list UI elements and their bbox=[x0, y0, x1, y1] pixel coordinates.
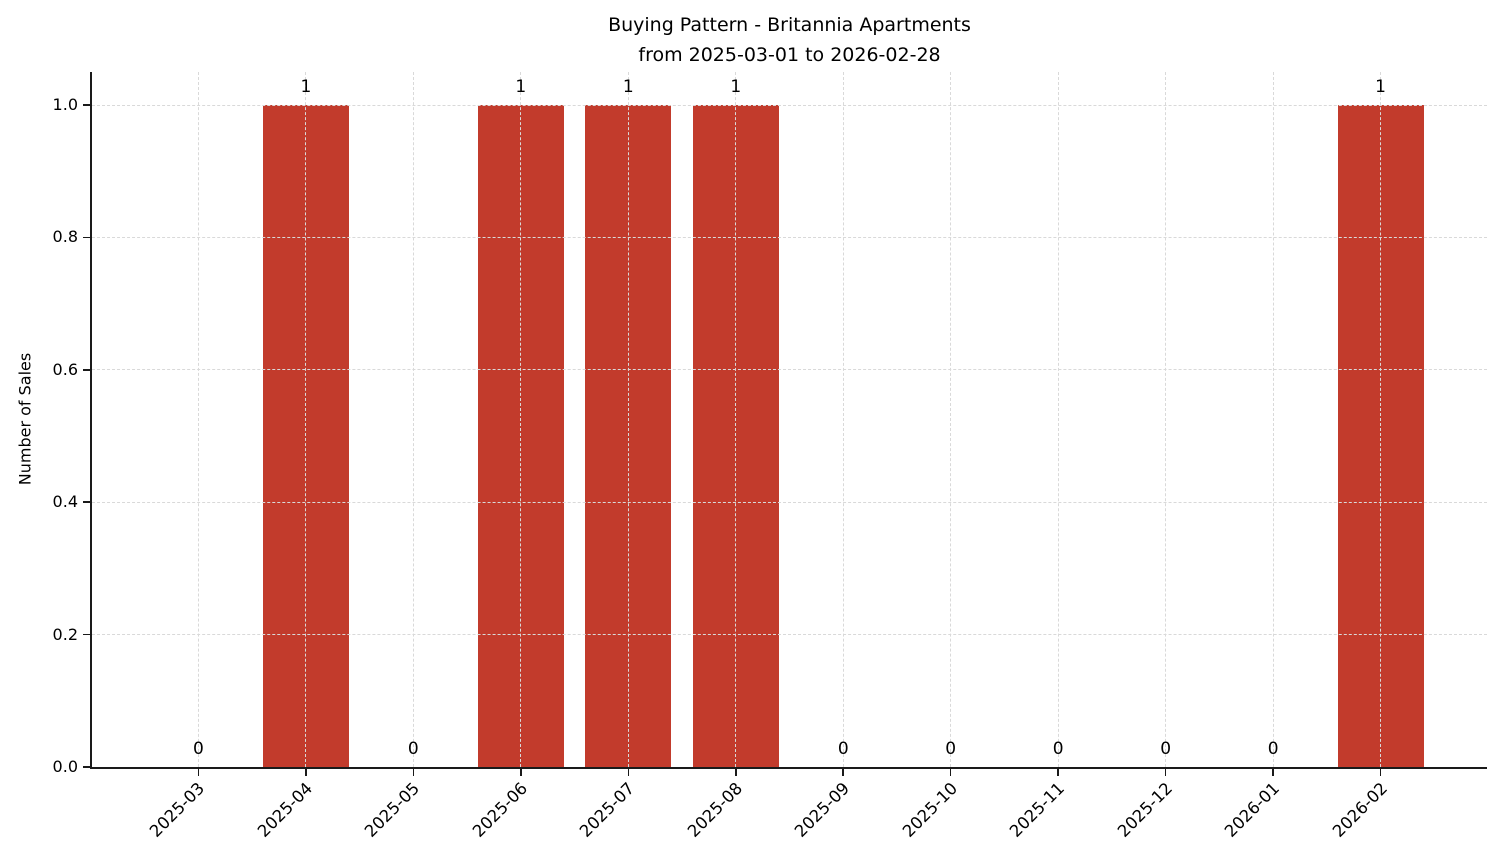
x-tick bbox=[735, 769, 737, 776]
gridline-horizontal bbox=[92, 369, 1487, 371]
gridline-vertical bbox=[1380, 72, 1382, 767]
chart-title: Buying Pattern - Britannia Apartments fr… bbox=[92, 10, 1487, 70]
x-tick bbox=[520, 769, 522, 776]
y-tick-label-0.2: 0.2 bbox=[52, 624, 78, 644]
x-tick-label-2025-03: 2025-03 bbox=[146, 778, 209, 841]
gridline-vertical bbox=[1165, 72, 1167, 767]
bar-value-label-2025-08: 1 bbox=[730, 77, 742, 98]
y-tick bbox=[83, 104, 90, 106]
bar-value-label-2026-01: 0 bbox=[1267, 739, 1279, 759]
x-tick bbox=[1164, 769, 1167, 776]
y-tick-label-0.6: 0.6 bbox=[52, 359, 78, 379]
y-tick bbox=[83, 236, 90, 239]
x-tick bbox=[1057, 769, 1059, 776]
x-tick-label-2025-11: 2025-11 bbox=[1006, 778, 1069, 841]
gridline-horizontal bbox=[92, 501, 1487, 503]
y-tick bbox=[83, 369, 90, 371]
bar-value-label-2025-04: 1 bbox=[300, 77, 312, 98]
bar-value-label-2025-03: 0 bbox=[192, 739, 204, 759]
x-tick bbox=[627, 769, 630, 776]
gridline-vertical bbox=[842, 72, 844, 767]
x-tick-label-2026-01: 2026-01 bbox=[1221, 778, 1284, 841]
x-tick-label-2025-07: 2025-07 bbox=[576, 778, 639, 841]
gridline-horizontal bbox=[92, 634, 1487, 636]
x-axis-spine bbox=[90, 767, 1487, 769]
bar-value-label-2025-10: 0 bbox=[945, 739, 957, 759]
gridline-vertical bbox=[1272, 72, 1274, 767]
gridline-vertical bbox=[735, 72, 737, 767]
y-tick-label-1.0: 1.0 bbox=[52, 95, 78, 115]
bar-value-label-2025-12: 0 bbox=[1160, 739, 1172, 759]
y-tick bbox=[83, 766, 90, 768]
gridline-vertical bbox=[305, 72, 307, 767]
gridline-horizontal bbox=[92, 236, 1487, 238]
bar-value-label-2025-11: 0 bbox=[1052, 739, 1064, 759]
y-tick-label-0.0: 0.0 bbox=[52, 757, 78, 776]
bar-value-label-2025-05: 0 bbox=[407, 739, 419, 759]
bar-value-label-2026-02: 1 bbox=[1375, 77, 1386, 98]
plot-area: 0.0 0.2 0.4 0.6 0.8 1.0 2025-03 0 2025-04 1 2025-0… bbox=[53, 72, 1487, 841]
x-tick bbox=[412, 769, 415, 776]
x-tick bbox=[305, 769, 307, 776]
gridline-vertical bbox=[520, 72, 522, 767]
x-tick-label-2025-10: 2025-10 bbox=[898, 778, 961, 841]
gridline-vertical bbox=[412, 72, 414, 767]
x-tick-label-2025-06: 2025-06 bbox=[468, 778, 531, 841]
x-tick-label-2025-05: 2025-05 bbox=[361, 778, 424, 841]
x-tick bbox=[842, 769, 844, 776]
gridline-vertical bbox=[627, 72, 629, 767]
gridline-vertical bbox=[1057, 72, 1059, 767]
x-tick bbox=[949, 769, 952, 776]
x-tick bbox=[197, 769, 200, 776]
y-tick-label-0.4: 0.4 bbox=[52, 492, 78, 512]
chart-title-line1: Buying Pattern - Britannia Apartments bbox=[608, 14, 971, 36]
x-tick-label-2025-04: 2025-04 bbox=[253, 778, 317, 841]
y-tick bbox=[83, 501, 90, 503]
x-tick-label-2025-12: 2025-12 bbox=[1113, 778, 1176, 841]
y-axis-spine bbox=[90, 72, 92, 769]
chart-title-line2: from 2025-03-01 to 2026-02-28 bbox=[638, 44, 941, 66]
x-tick-label-2025-09: 2025-09 bbox=[791, 778, 854, 841]
bar-value-label-2025-07: 1 bbox=[622, 77, 634, 98]
gridline-horizontal bbox=[92, 104, 1487, 106]
bar-value-label-2025-06: 1 bbox=[515, 77, 527, 98]
gridline-vertical bbox=[197, 72, 199, 767]
x-tick bbox=[1272, 769, 1274, 776]
x-tick-label-2025-08: 2025-08 bbox=[683, 778, 746, 841]
bar-value-label-2025-09: 0 bbox=[837, 739, 849, 759]
y-tick-label-0.8: 0.8 bbox=[52, 227, 78, 247]
x-tick-label-2026-02: 2026-02 bbox=[1328, 778, 1391, 841]
y-tick bbox=[83, 633, 90, 636]
gridline-vertical bbox=[950, 72, 952, 767]
x-tick bbox=[1379, 769, 1382, 776]
